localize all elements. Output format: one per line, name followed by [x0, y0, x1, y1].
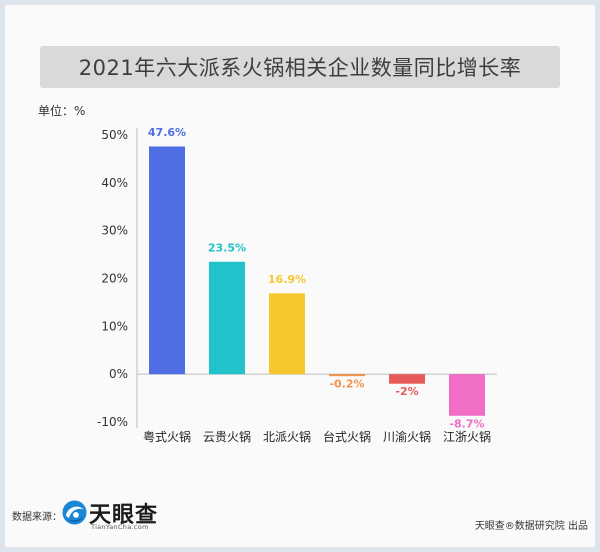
- data-label: -2%: [395, 385, 418, 398]
- bar: [209, 261, 245, 375]
- y-tick-label: 40%: [101, 176, 128, 190]
- publisher-credit: 天眼查®数据研究院 出品: [474, 521, 588, 532]
- bar: [329, 374, 365, 377]
- title-banner: 2021年六大派系火锅相关企业数量同比增长率: [40, 46, 560, 88]
- category-label: 云贵火锅: [203, 429, 251, 444]
- data-label: 16.9%: [268, 273, 306, 286]
- data-source-label: 数据来源：: [12, 512, 62, 523]
- data-label: 47.6%: [148, 126, 186, 139]
- y-tick-label: 0%: [109, 367, 128, 381]
- unit-label: 单位：%: [38, 104, 86, 118]
- category-label: 台式火锅: [323, 429, 371, 444]
- data-label: -8.7%: [449, 417, 484, 430]
- bar: [449, 374, 485, 416]
- category-label: 江浙火锅: [443, 429, 491, 444]
- bar: [269, 293, 305, 375]
- bar: [389, 374, 425, 384]
- chart-title: 2021年六大派系火锅相关企业数量同比增长率: [78, 56, 522, 80]
- category-label: 川渝火锅: [383, 429, 431, 444]
- category-label: 北派火锅: [263, 429, 311, 444]
- logo-domain-text: TianYanCha.com: [91, 523, 149, 531]
- y-tick-label: 20%: [101, 272, 128, 286]
- bar: [149, 146, 185, 375]
- category-label: 粤式火锅: [143, 429, 191, 444]
- y-tick-label: 30%: [101, 224, 128, 238]
- logo-wordmark: 天眼查: [89, 503, 159, 528]
- tianyancha-logo: 天眼查 TianYanCha.com: [62, 498, 162, 532]
- data-label: 23.5%: [208, 241, 246, 254]
- y-tick-label: -10%: [97, 415, 128, 429]
- y-tick-label: 10%: [101, 319, 128, 333]
- tianyancha-logo-icon: [62, 500, 87, 525]
- data-label: -0.2%: [329, 378, 364, 391]
- y-tick-label: 50%: [101, 128, 128, 142]
